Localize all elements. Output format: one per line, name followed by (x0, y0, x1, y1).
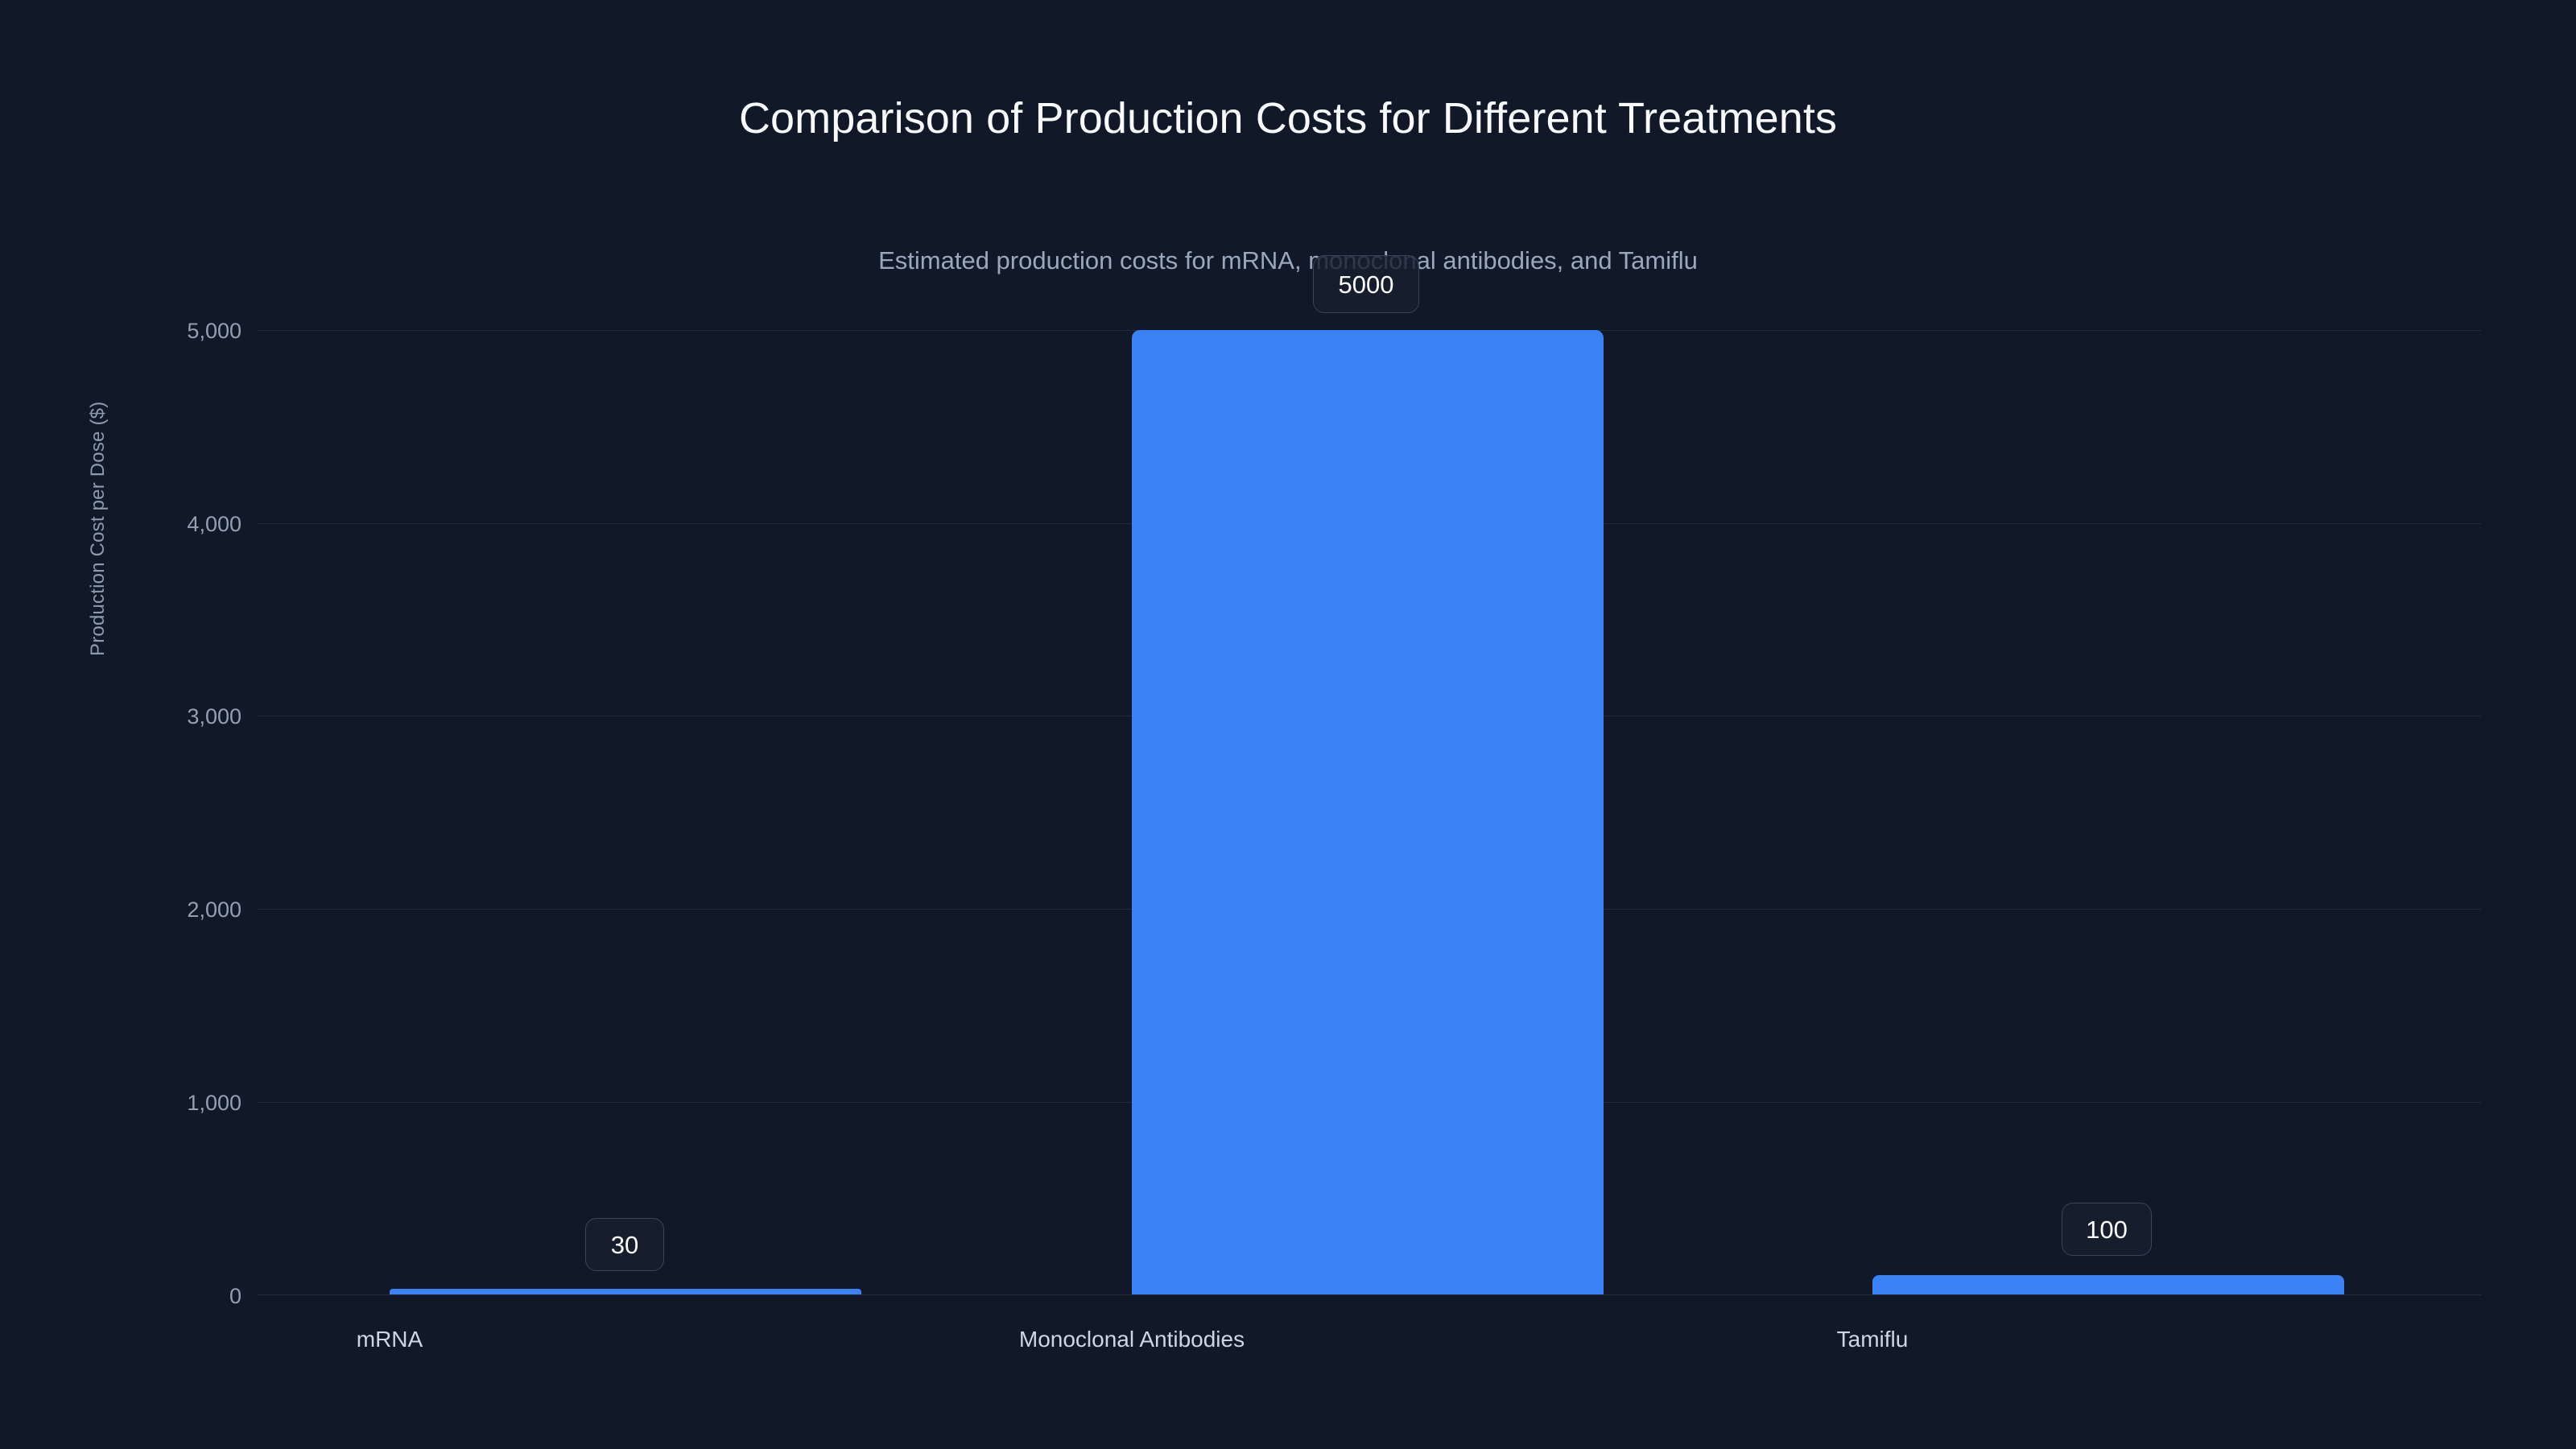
data-label-mrna: 30 (585, 1218, 664, 1271)
chart-subtitle: Estimated production costs for mRNA, mon… (878, 246, 1698, 275)
y-tick-label-4000: 4,000 (187, 512, 242, 536)
bar-monoclonal-antibodies[interactable] (1132, 330, 1604, 1294)
bar-tamiflu[interactable] (1872, 1275, 2344, 1294)
gridline-0 (258, 1294, 2481, 1295)
plot-area (258, 330, 2481, 1295)
y-tick-label-5000: 5,000 (187, 319, 242, 343)
x-label-mrna: mRNA (356, 1327, 423, 1352)
x-label-monoclonal-antibodies: Monoclonal Antibodies (1018, 1327, 1245, 1352)
y-tick-label-2000: 2,000 (187, 898, 242, 922)
y-tick-label-0: 0 (229, 1284, 242, 1308)
x-label-tamiflu: Tamiflu (1836, 1327, 1909, 1352)
chart-title: Comparison of Production Costs for Diffe… (738, 94, 1838, 142)
y-axis-title: Production Cost per Dose ($) (87, 401, 109, 656)
data-label-tamiflu: 100 (2062, 1203, 2152, 1256)
y-tick-label-1000: 1,000 (187, 1091, 242, 1115)
bar-mrna[interactable] (390, 1289, 861, 1294)
data-label-monoclonal-antibodies: 5000 (1313, 255, 1419, 313)
y-tick-label-3000: 3,000 (187, 704, 242, 729)
